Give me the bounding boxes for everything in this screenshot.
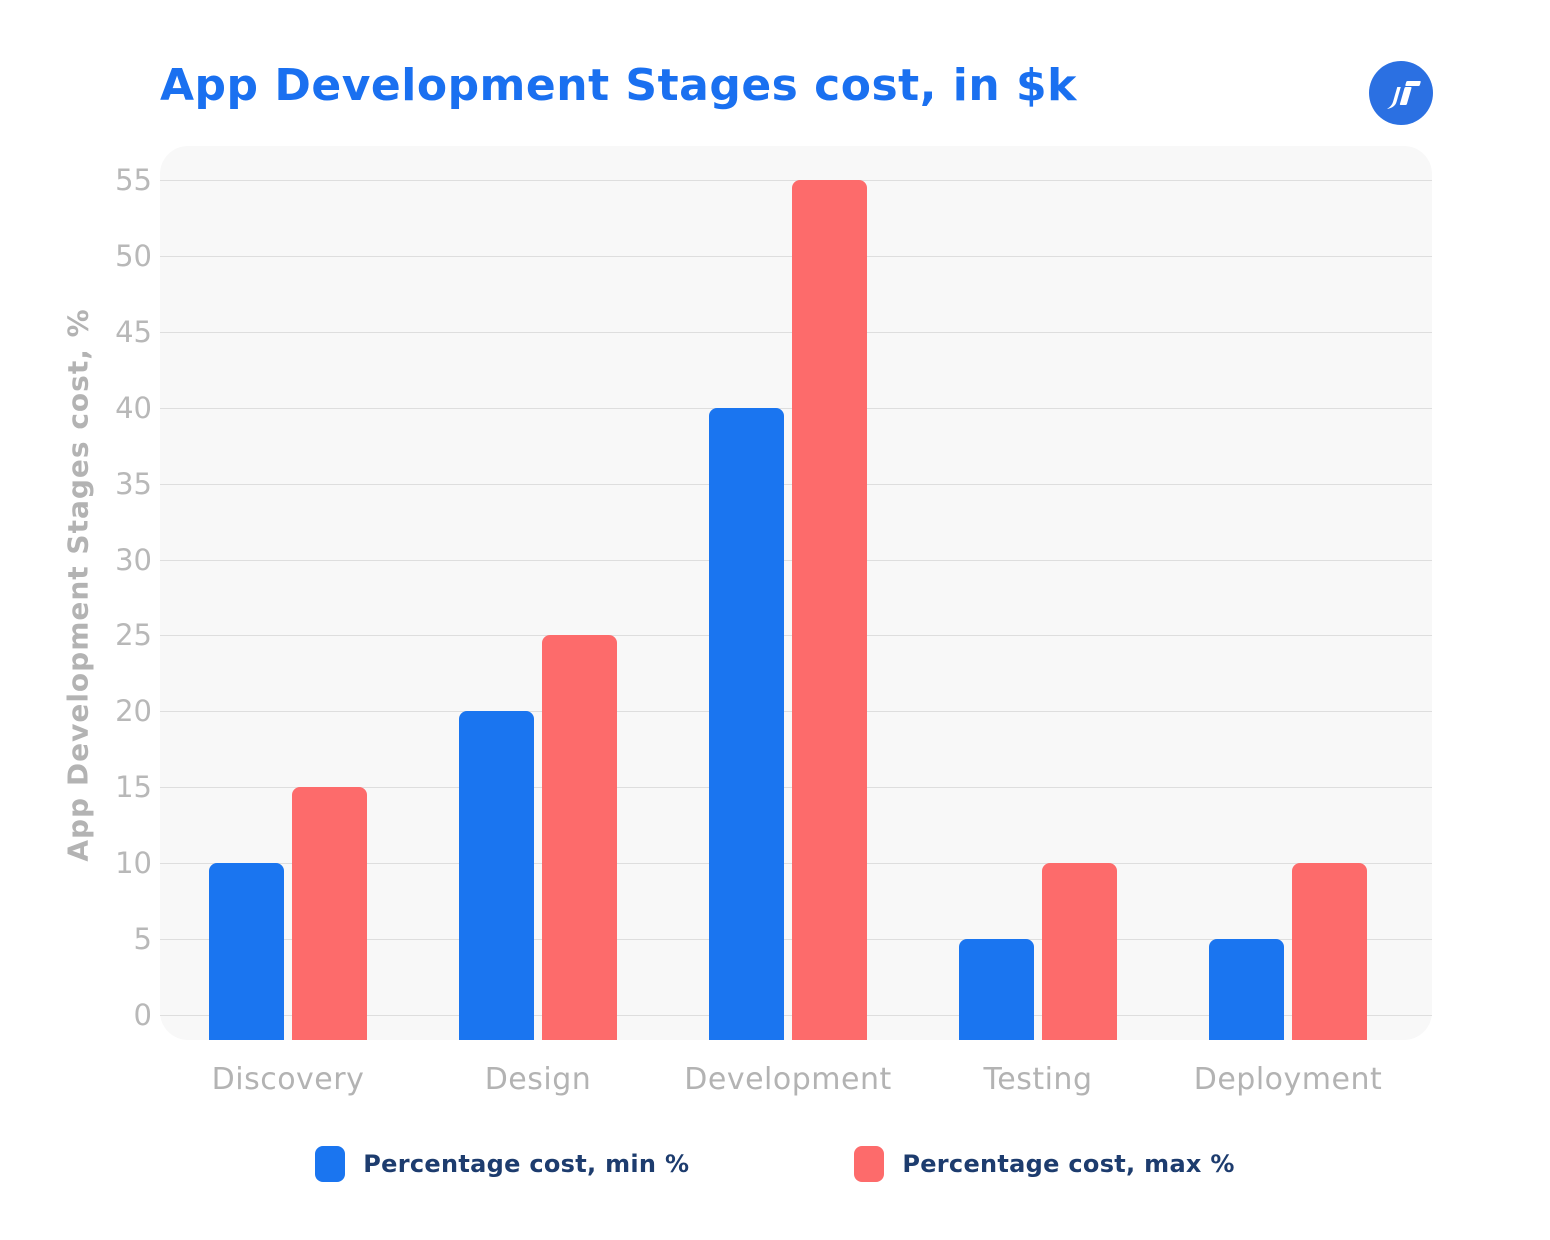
bar-development-max [792, 180, 867, 1040]
legend-swatch-min [315, 1146, 346, 1182]
y-tick-label-50: 50 [115, 238, 152, 273]
y-tick-label-45: 45 [115, 314, 152, 349]
bar-design-max [542, 635, 617, 1040]
y-tick-label-5: 5 [133, 922, 152, 957]
bar-testing-max [1042, 863, 1117, 1040]
bar-deployment-min [1209, 939, 1284, 1040]
company-logo-icon [1369, 61, 1433, 125]
page-title: App Development Stages cost, in $k [160, 60, 1077, 111]
bar-testing-min [959, 939, 1034, 1040]
bar-discovery-min [209, 863, 284, 1040]
legend-item-max: Percentage cost, max % [854, 1146, 1234, 1182]
y-tick-label-10: 10 [115, 846, 152, 881]
category-label-design: Design [484, 1062, 592, 1097]
bar-development-min [709, 407, 784, 1040]
logo-svg [1369, 61, 1433, 125]
bar-discovery-max [292, 787, 367, 1040]
legend-label-min: Percentage cost, min % [363, 1150, 690, 1178]
y-tick-label-0: 0 [133, 998, 152, 1032]
x-axis-category-labels: Discovery Design Development Testing Deploym… [160, 1062, 1432, 1106]
category-label-development: Development [684, 1062, 892, 1097]
legend: Percentage cost, min % Percentage cost, … [0, 1146, 1550, 1182]
category-label-testing: Testing [983, 1062, 1093, 1097]
legend-item-min: Percentage cost, min % [315, 1146, 689, 1182]
y-tick-label-35: 35 [115, 466, 152, 501]
y-axis-tick-labels: 0 5 10 15 20 25 30 35 40 45 50 55 [0, 146, 152, 1040]
y-tick-label-40: 40 [115, 390, 152, 425]
legend-label-max: Percentage cost, max % [902, 1150, 1235, 1178]
y-tick-label-55: 55 [115, 163, 152, 197]
category-label-deployment: Deployment [1193, 1062, 1383, 1097]
y-tick-label-20: 20 [115, 694, 152, 729]
y-tick-label-15: 15 [115, 770, 152, 805]
legend-swatch-max [854, 1146, 885, 1182]
bar-deployment-max [1292, 863, 1367, 1040]
category-label-discovery: Discovery [211, 1062, 365, 1097]
y-tick-label-25: 25 [115, 618, 152, 653]
bar-design-min [459, 711, 534, 1040]
y-tick-label-30: 30 [115, 542, 152, 577]
plot-area [160, 146, 1432, 1040]
